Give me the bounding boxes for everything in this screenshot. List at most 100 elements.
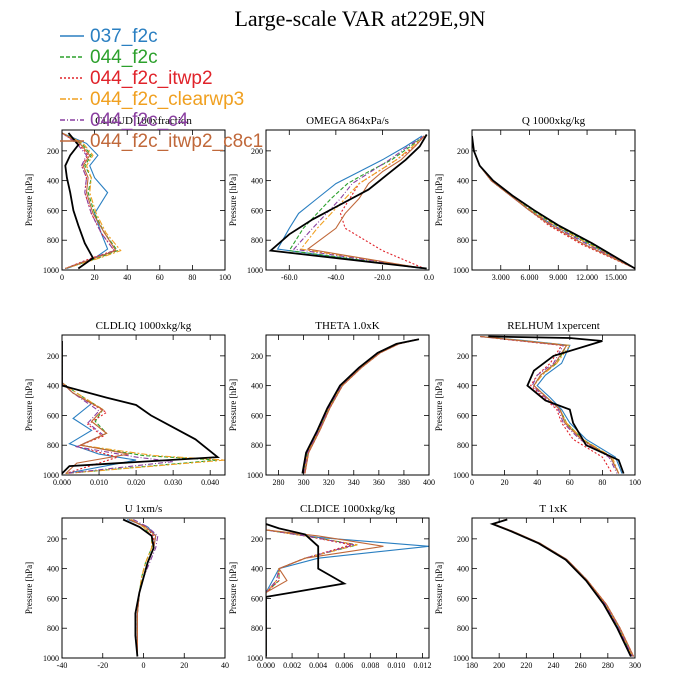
series-line-044_f2c_itwp2_c8c1 <box>304 338 418 474</box>
series-line-044_f2c_clearwp3 <box>492 518 633 657</box>
y-tick-label: 400 <box>251 177 263 186</box>
series-line-044_f2c_c4 <box>292 135 425 270</box>
series-line-044_f2c_itwp2_c8c1 <box>306 135 425 270</box>
series-group <box>268 134 428 270</box>
y-tick-label: 200 <box>457 535 469 544</box>
x-tick-label: 40 <box>221 661 229 670</box>
series-line-037_f2c <box>62 132 109 270</box>
x-tick-label: 300 <box>298 478 310 487</box>
y-tick-label: 800 <box>251 236 263 245</box>
x-tick-label: 40 <box>533 478 541 487</box>
y-tick-label: 600 <box>457 206 469 215</box>
y-tick-label: 800 <box>251 441 263 450</box>
x-tick-label: 320 <box>323 478 335 487</box>
y-axis-label: Pressure [hPa] <box>24 379 34 431</box>
series-line-044_f2c_c4 <box>472 135 635 269</box>
figure-title: Large-scale VAR at229E,9N <box>234 6 485 31</box>
plot-frame <box>471 517 636 659</box>
x-tick-label: 260 <box>575 661 587 670</box>
series-line-044_f2c_itwp2_c8c1 <box>480 335 620 474</box>
series-line-044_f2c <box>288 135 425 270</box>
y-tick-label: 200 <box>251 535 263 544</box>
x-tick-label: -20 <box>97 661 108 670</box>
y-tick-label: 600 <box>457 411 469 420</box>
x-tick-label: 0.000 <box>257 661 275 670</box>
x-tick-label: 20 <box>91 273 99 282</box>
x-tick-label: 0 <box>470 478 474 487</box>
panel-8: T 1xK 180 200 220 240 260 280 300 200 400 600 800 10… <box>434 503 641 670</box>
y-tick-label: 600 <box>251 206 263 215</box>
x-tick-label: 0.0 <box>424 273 434 282</box>
x-tick-label: 80 <box>598 478 606 487</box>
legend-label-044_f2c_itwp2: 044_f2c_itwp2 <box>90 68 213 89</box>
x-tick-label: 100 <box>219 273 231 282</box>
y-tick-label: 600 <box>47 206 59 215</box>
y-axis-label: Pressure [hPa] <box>228 174 238 226</box>
y-tick-label: 1000 <box>247 266 263 275</box>
x-tick-label: 6.000 <box>521 273 539 282</box>
x-tick-label: -60.0 <box>281 273 298 282</box>
panel-2: Q 1000xkg/kg 3.000 6.000 9.000 12.000 15.000 2… <box>434 115 636 282</box>
y-tick-label: 200 <box>47 535 59 544</box>
y-tick-label: 400 <box>47 565 59 574</box>
y-tick-label: 600 <box>251 411 263 420</box>
y-tick-label: 800 <box>251 624 263 633</box>
legend-label-044_f2c_c4: 044_f2c_c4 <box>90 110 189 131</box>
x-tick-label: 0.012 <box>413 661 431 670</box>
series-group <box>472 135 635 270</box>
series-line-ref <box>64 132 95 270</box>
series-line-044_f2c_clearwp3 <box>472 135 635 269</box>
legend-label-037_f2c: 037_f2c <box>90 26 158 47</box>
series-line-ref <box>268 134 428 270</box>
x-tick-label: 280 <box>602 661 614 670</box>
y-tick-label: 400 <box>251 565 263 574</box>
series-line-044_f2c <box>303 338 417 474</box>
series-group <box>62 132 122 270</box>
series-group <box>122 518 159 657</box>
x-tick-label: 80 <box>188 273 196 282</box>
y-tick-label: 200 <box>47 352 59 361</box>
series-line-044_f2c_itwp2_c8c1 <box>266 524 384 657</box>
x-tick-label: 240 <box>548 661 560 670</box>
x-tick-label: 220 <box>520 661 532 670</box>
x-tick-label: 200 <box>493 661 505 670</box>
series-line-044_f2c_clearwp3 <box>303 338 417 474</box>
y-axis-label: Pressure [hPa] <box>24 174 34 226</box>
series-group <box>301 338 420 474</box>
y-tick-label: 400 <box>457 382 469 391</box>
y-tick-label: 200 <box>251 352 263 361</box>
series-line-044_f2c_itwp2 <box>339 135 425 270</box>
y-tick-label: 1000 <box>43 471 59 480</box>
x-tick-label: 0.010 <box>387 661 405 670</box>
plot-frame <box>265 129 430 271</box>
series-group <box>62 341 225 475</box>
x-tick-label: 0.040 <box>201 478 219 487</box>
panel-5: RELHUM 1xpercent 0 20 40 60 80 100 200 400 600 800… <box>434 320 641 487</box>
panel-0: CLOUD 100xfraction 0 20 40 60 80 100 200 400 600 8… <box>24 115 231 282</box>
y-axis-label: Pressure [hPa] <box>24 562 34 614</box>
x-tick-label: 0.010 <box>90 478 108 487</box>
plot-frame <box>265 517 430 659</box>
panel-3: CLDLIQ 1000xkg/kg 0.000 0.010 0.020 0.030 0.0… <box>24 320 226 487</box>
x-tick-label: 180 <box>466 661 478 670</box>
x-tick-label: 0.000 <box>53 478 71 487</box>
series-line-044_f2c_c4 <box>62 132 116 270</box>
series-line-044_f2c_clearwp3 <box>480 335 620 474</box>
x-tick-label: 60 <box>566 478 574 487</box>
series-line-ref <box>489 518 632 657</box>
y-tick-label: 400 <box>47 382 59 391</box>
x-tick-label: 100 <box>629 478 641 487</box>
panel-title: Q 1000xkg/kg <box>522 115 586 127</box>
series-line-ref <box>488 335 625 474</box>
series-line-044_f2c_itwp2_c8c1 <box>492 518 635 657</box>
y-tick-label: 800 <box>47 236 59 245</box>
y-tick-label: 200 <box>457 352 469 361</box>
legend-label-044_f2c: 044_f2c <box>90 47 158 68</box>
y-tick-label: 1000 <box>247 471 263 480</box>
x-tick-label: 0.006 <box>335 661 353 670</box>
y-axis-label: Pressure [hPa] <box>434 379 444 431</box>
series-line-037_f2c <box>492 518 633 657</box>
series-line-044_f2c_itwp2 <box>304 338 418 474</box>
x-tick-label: 40 <box>123 273 131 282</box>
